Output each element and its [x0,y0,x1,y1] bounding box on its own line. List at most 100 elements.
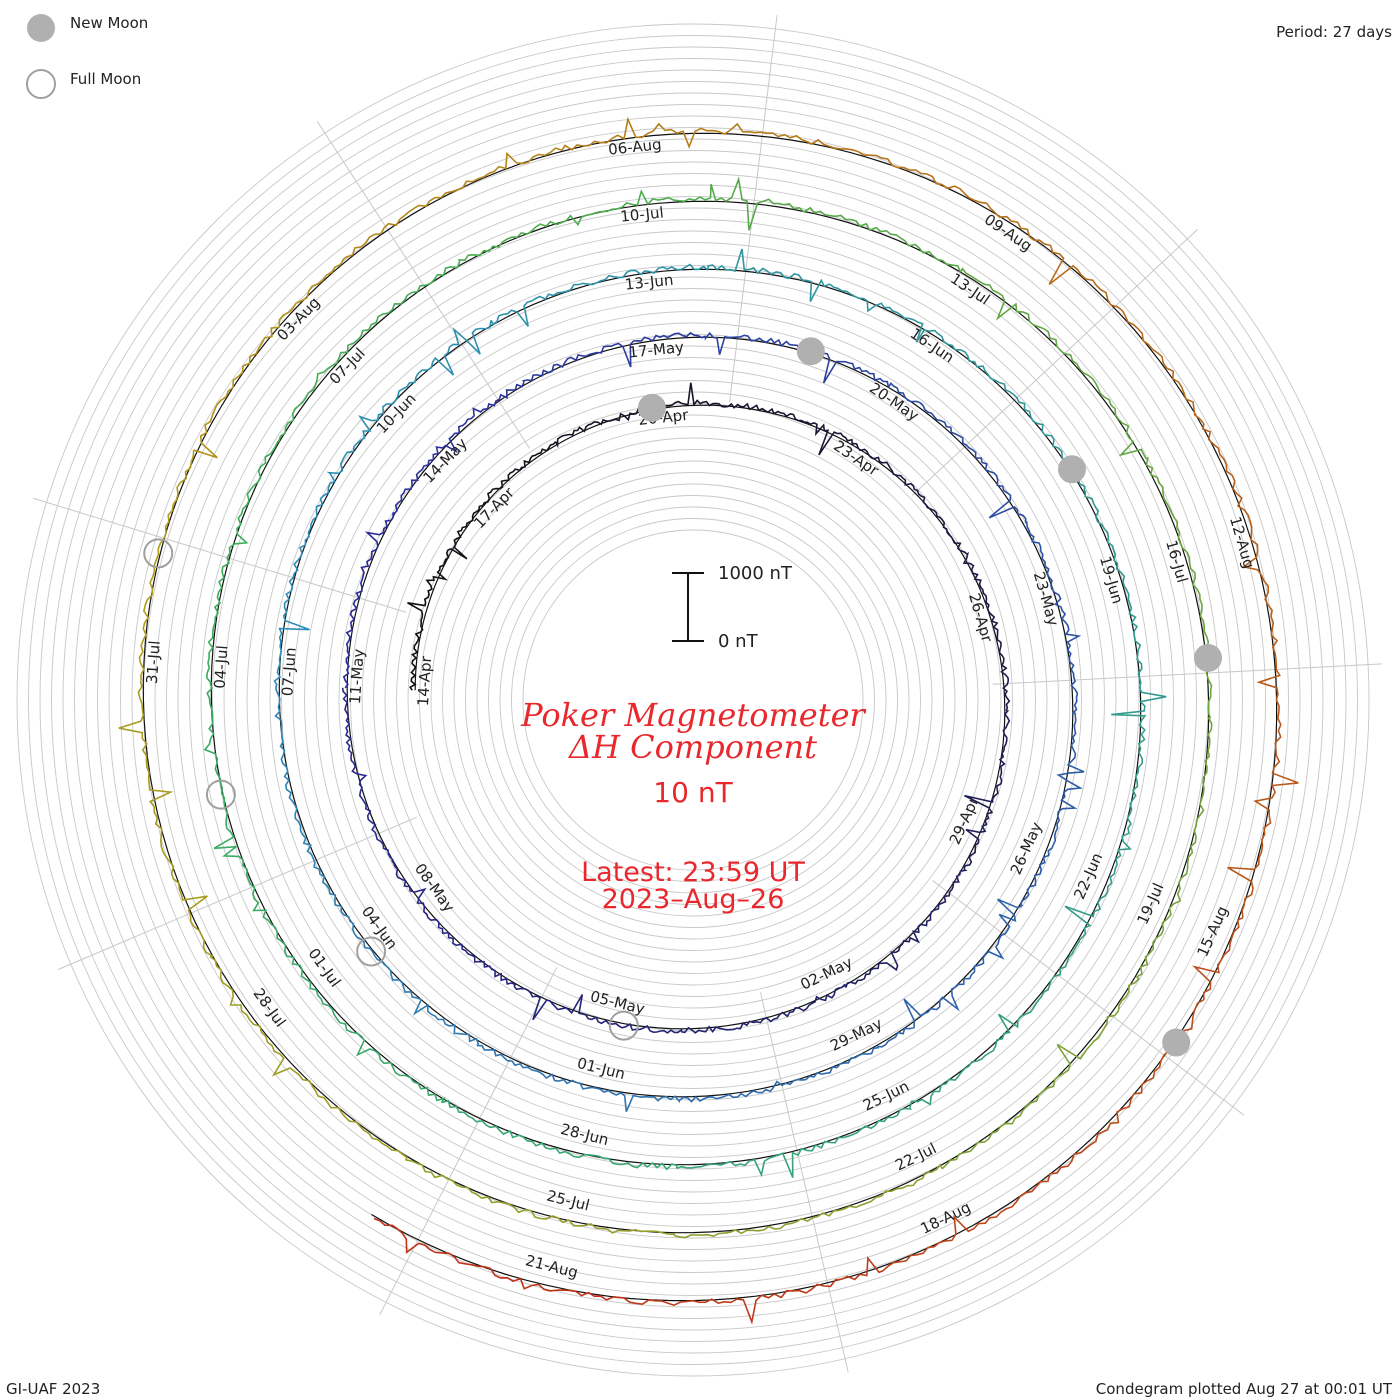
trace-segment [678,1046,880,1103]
date-label: 31-Jul [143,640,164,685]
latest-time: Latest: 23:59 UT [581,857,805,888]
grid-ring [384,391,1002,1009]
grid-ring [407,414,979,986]
grid-ring [430,437,956,963]
new-moon-marker [1057,455,1086,484]
trace-segment [959,267,1147,460]
date-label: 13-Jun [624,271,674,294]
grid-ring [166,173,1220,1227]
trace-segment [209,956,409,1161]
date-label: 10-Jul [619,203,664,225]
grid-ring [85,92,1301,1308]
trace-segment [851,442,968,555]
grid-ring [246,253,1140,1147]
moon-markers [143,337,1223,1057]
reference-spiral [142,132,1278,1302]
grid-ring [269,276,1117,1124]
date-label: 25-Jul [545,1187,592,1215]
trace-segment [1136,717,1213,978]
date-label: 18-Aug [918,1198,974,1238]
grid-ring [488,495,898,905]
date-label: 26-Apr [965,591,996,645]
grid-ring [522,529,864,871]
trace-segment [963,710,1011,870]
date-label: 29-May [827,1014,885,1055]
grid-ring [62,69,1324,1331]
date-label: 02-May [798,953,856,994]
trace-segment [274,685,331,895]
trace-segment [193,258,345,459]
trace-segment [1201,423,1279,666]
trace-segment [277,261,461,443]
new-moon-marker [796,337,825,366]
trace-segment [554,382,704,449]
full-moon-label: Full Moon [70,70,142,88]
grid-spoke [912,229,1198,496]
grid-ring [338,345,1048,1055]
date-label: 11-May [346,648,368,705]
grid-ring [511,518,875,882]
grid-ring [189,196,1197,1204]
trace-segment [1083,490,1167,716]
trace-segment [441,1099,678,1171]
trace-segment [205,440,280,684]
full-moon-marker [143,538,174,569]
date-label: 04-Jul [211,645,232,690]
grid-ring [28,35,1358,1365]
trace-segment [450,441,557,560]
trace-segment [203,682,272,926]
trace-segment [1064,713,1147,942]
chart-title: Poker Magnetometer [521,696,865,734]
grid-spoke [33,497,407,613]
trace-segment [1145,456,1213,719]
trace-segment [1227,665,1299,918]
trace-segment [1019,712,1085,906]
trace-segment [373,1217,624,1301]
grid-ring [39,46,1347,1354]
grid-ring [499,506,887,894]
trace-segment [407,547,452,691]
grid-spoke [379,967,558,1316]
trace-segment [561,116,808,151]
trace-segment [707,248,924,343]
new-moon-marker [637,393,666,422]
grid-lines [16,15,1383,1377]
trace-segment [882,1131,1103,1272]
date-label: 28-Jul [249,985,289,1031]
trace-segment [887,382,1027,524]
trace-segment [341,687,394,861]
date-label: 10-Jun [373,390,420,438]
trace-segment [1025,521,1082,714]
grid-ring [154,161,1232,1239]
grid-spoke [932,880,1245,1116]
grid-ring [373,380,1013,1020]
grid-ring [16,23,1370,1377]
grid-ring [223,230,1163,1170]
trace-segment [326,320,492,475]
trace-segment [1101,916,1244,1134]
trace-segment [138,449,195,681]
trace-segment [522,331,706,383]
trace-segment [392,381,525,515]
trace-segment [476,1044,680,1113]
trace-segment [676,1107,912,1178]
trace-segment [941,976,1141,1170]
new-moon-marker [1162,1028,1191,1057]
trace-segment [681,983,847,1034]
trace-segment [674,1163,943,1239]
grid-ring [120,127,1266,1273]
trace-segment [1034,239,1205,425]
grid-ring [453,460,933,940]
grid-ring [200,207,1186,1193]
trace-segment [702,400,854,456]
scale-bar [672,572,704,642]
date-label: 07-Jun [278,647,299,697]
grid-ring [304,311,1082,1089]
new-moon-label: New Moon [70,14,149,32]
scale-value: 10 nT [653,776,733,809]
trace-segment [343,147,563,260]
grid-ring [74,81,1312,1319]
grid-spoke [759,992,849,1373]
latest-date: 2023–Aug–26 [601,884,785,915]
